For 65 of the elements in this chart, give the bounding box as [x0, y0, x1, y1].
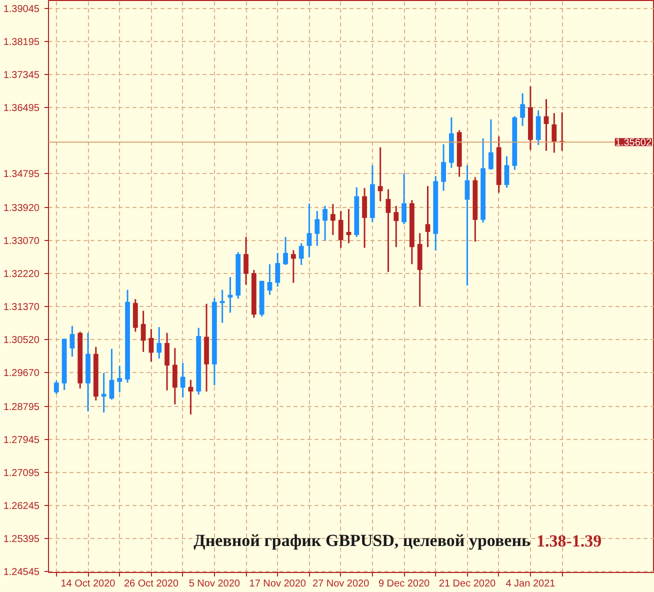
- candlestick: [283, 236, 288, 266]
- candlestick: [117, 365, 122, 394]
- candlestick: [172, 347, 178, 406]
- candlestick: [148, 328, 154, 362]
- annotation: 1.38-1.39: [536, 532, 602, 550]
- candlestick: [180, 362, 186, 398]
- x-tick-label: 27 Nov 2020: [312, 578, 370, 590]
- y-tick-label: 1.24545: [3, 567, 40, 578]
- candlestick: [267, 263, 272, 296]
- candlestick: [338, 210, 344, 249]
- candlestick: [140, 310, 146, 353]
- candlestick: [520, 92, 526, 127]
- candlestick: [54, 380, 59, 395]
- x-tick-label: 4 Jan 2021: [506, 578, 556, 590]
- candlestick: [441, 143, 446, 192]
- candlestick: [70, 325, 75, 358]
- candlestick: [536, 110, 541, 146]
- candlestick: [314, 210, 320, 247]
- candlestick: [101, 372, 106, 414]
- candlestick: [425, 185, 430, 248]
- x-tick-label: 5 Nov 2020: [188, 578, 240, 590]
- candlestick: [330, 203, 336, 236]
- candlestick: [544, 98, 549, 152]
- candlestick: [322, 205, 328, 242]
- x-tick-label: 26 Oct 2020: [124, 578, 179, 590]
- candlestick: [464, 164, 470, 286]
- candlestick: [109, 348, 114, 400]
- candlestick: [306, 202, 312, 258]
- x-tick-label: 21 Dec 2020: [438, 578, 496, 590]
- y-tick-label: 1.29670: [3, 368, 40, 380]
- y-tick-label: 1.32220: [3, 268, 40, 280]
- ref-line-label: 1.35602: [615, 138, 652, 149]
- candlestick: [488, 118, 494, 171]
- y-tick-label: 1.26245: [3, 501, 40, 512]
- y-tick-label: 1.33070: [3, 236, 40, 247]
- x-tick-label: 17 Nov 2020: [249, 578, 306, 590]
- y-tick-label: 1.33920: [3, 202, 40, 214]
- y-tick-label: 1.28795: [3, 402, 40, 413]
- candlestick: [244, 236, 248, 286]
- candlestick: [394, 205, 399, 248]
- candlestick: [504, 155, 510, 188]
- candlestick: [275, 252, 280, 288]
- y-tick-label: 1.25395: [3, 534, 40, 546]
- candlestick: [164, 332, 170, 392]
- y-tick-label: 1.38195: [3, 36, 40, 48]
- candlestick: [362, 187, 367, 249]
- y-tick-label: 1.36495: [3, 102, 40, 114]
- y-tick-label: 1.34795: [3, 169, 40, 180]
- candlestick: [402, 172, 406, 225]
- x-tick-label: 9 Dec 2020: [378, 578, 430, 590]
- y-tick-label: 1.27095: [3, 468, 40, 480]
- y-tick-label: 1.27945: [3, 435, 40, 446]
- candlestick: [220, 289, 225, 324]
- candlestick: [552, 112, 557, 154]
- y-tick-label: 1.31370: [3, 302, 40, 313]
- x-tick-label: 14 Oct 2020: [60, 578, 116, 590]
- candlestick: [290, 249, 296, 284]
- candlestick: [378, 146, 383, 202]
- candlestick: [386, 188, 391, 273]
- candlestick: [298, 242, 304, 266]
- annotation: Дневной график GBPUSD, целевой уровень: [194, 531, 531, 550]
- y-tick-label: 1.30520: [3, 335, 40, 346]
- y-tick-label: 1.39045: [3, 4, 40, 15]
- candlestick: [156, 326, 162, 360]
- y-tick-label: 1.37345: [3, 70, 40, 81]
